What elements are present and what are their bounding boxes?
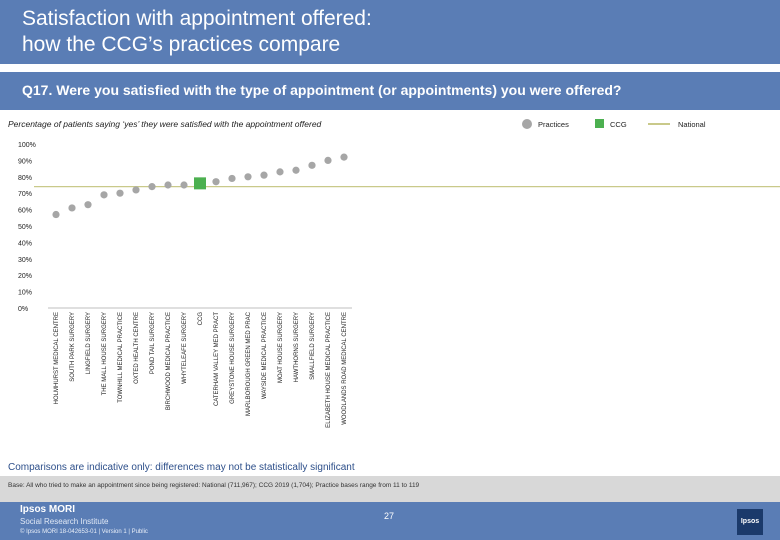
practice-point: [276, 168, 284, 176]
chart-subtitle: Percentage of patients saying ‘yes’ they…: [8, 119, 322, 129]
base-note: Base: All who tried to make an appointme…: [8, 482, 420, 489]
y-tick-label: 20%: [18, 273, 32, 280]
x-tick-label: SOUTH PARK SURGERY: [70, 312, 76, 382]
x-tick-label: CCG: [198, 312, 204, 326]
y-tick-label: 50%: [18, 224, 32, 231]
practice-point: [84, 201, 92, 209]
x-tick-label: MARLBOROUGH GREEN MED PRAC: [246, 311, 252, 416]
ipsos-logo: Ipsos MORI: [20, 504, 76, 515]
practice-point: [164, 181, 172, 189]
practice-point: [324, 156, 332, 164]
legend-marker-ccg: [595, 119, 604, 128]
x-tick-label: HOLMHURST MEDICAL CENTRE: [54, 312, 60, 404]
practice-point: [228, 174, 236, 183]
x-tick-label: HAWTHORNS SURGERY: [294, 312, 300, 382]
y-tick-label: 10%: [18, 290, 32, 297]
y-tick-label: 30%: [18, 257, 32, 264]
chart: Practices CCG National 0% 10% 20% 30% 40% 50% 60%…: [18, 119, 780, 428]
legend-label: National: [678, 120, 706, 129]
x-tick-label: LINGFIELD SURGERY: [86, 312, 92, 374]
page-title-line1: Satisfaction with appointment offered:: [22, 7, 372, 30]
practice-point: [100, 191, 108, 199]
x-tick-label: SMALLFIELD SURGERY: [310, 312, 316, 380]
x-tick-label: CATERHAM VALLEY MED PRACT: [214, 312, 220, 406]
practice-point: [260, 171, 268, 179]
practice-point: [52, 210, 60, 219]
x-tick-label: POND TAIL SURGERY: [150, 312, 156, 374]
x-tick-label: WHYTELEAFE SURGERY: [182, 312, 188, 384]
y-tick-label: 60%: [18, 208, 32, 215]
y-tick-label: 100%: [18, 142, 36, 149]
ccg-point: [194, 177, 206, 190]
x-tick-label: WAYSIDE MEDICAL PRACTICE: [262, 312, 268, 399]
practice-point: [244, 173, 252, 181]
base-note-bar: Base: All who tried to make an appointme…: [0, 476, 780, 502]
title-bar: Satisfaction with appointment offered: h…: [0, 0, 780, 64]
copyright-text: © Ipsos MORI 18-042653-01 | Version 1 | …: [20, 529, 148, 535]
practice-point: [116, 189, 124, 197]
x-tick-label: ELIZABETH HOUSE MEDICAL PRACTICE: [326, 312, 332, 428]
question-bar: Q17. Were you satisfied with the type of…: [0, 72, 780, 110]
y-tick-label: 80%: [18, 175, 32, 182]
comparison-note: Comparisons are indicative only: differe…: [8, 462, 355, 473]
legend-label: Practices: [538, 120, 569, 129]
x-tick-label: GREYSTONE HOUSE SURGERY: [230, 312, 236, 404]
y-tick-label: 40%: [18, 240, 32, 247]
practice-point: [148, 183, 156, 191]
ipsos-mark-icon: Ipsos: [737, 509, 763, 535]
practice-point: [292, 166, 300, 174]
footer: Ipsos MORI Social Research Institute © I…: [0, 502, 780, 540]
practice-point: [68, 204, 76, 212]
legend-label: CCG: [610, 120, 627, 129]
page-title-line2: how the CCG’s practices compare: [22, 33, 341, 56]
x-tick-label: OXTED HEALTH CENTRE: [134, 312, 140, 384]
x-tick-label: TOWNHILL MEDICAL PRACTICE: [118, 312, 124, 403]
header-divider: [0, 64, 780, 72]
x-tick-label: THE MALL HOUSE SURGERY: [102, 312, 108, 395]
y-tick-label: 70%: [18, 191, 32, 198]
y-tick-label: 90%: [18, 158, 32, 165]
x-tick-label: BIRCHWOOD MEDICAL PRACTICE: [166, 312, 172, 410]
y-tick-label: 0%: [18, 306, 28, 313]
practice-point: [180, 181, 188, 189]
question-text: Q17. Were you satisfied with the type of…: [22, 82, 622, 98]
practice-point: [212, 178, 220, 186]
logo-subtitle: Social Research Institute: [20, 517, 109, 526]
practice-point: [132, 186, 140, 194]
x-tick-label: MOAT HOUSE SURGERY: [278, 312, 284, 383]
practice-point: [340, 153, 348, 161]
practice-point: [308, 161, 316, 169]
x-tick-label: WOODLANDS ROAD MEDICAL CENTRE: [342, 312, 348, 425]
page-number: 27: [384, 511, 395, 521]
legend-marker-practices: [522, 119, 532, 129]
